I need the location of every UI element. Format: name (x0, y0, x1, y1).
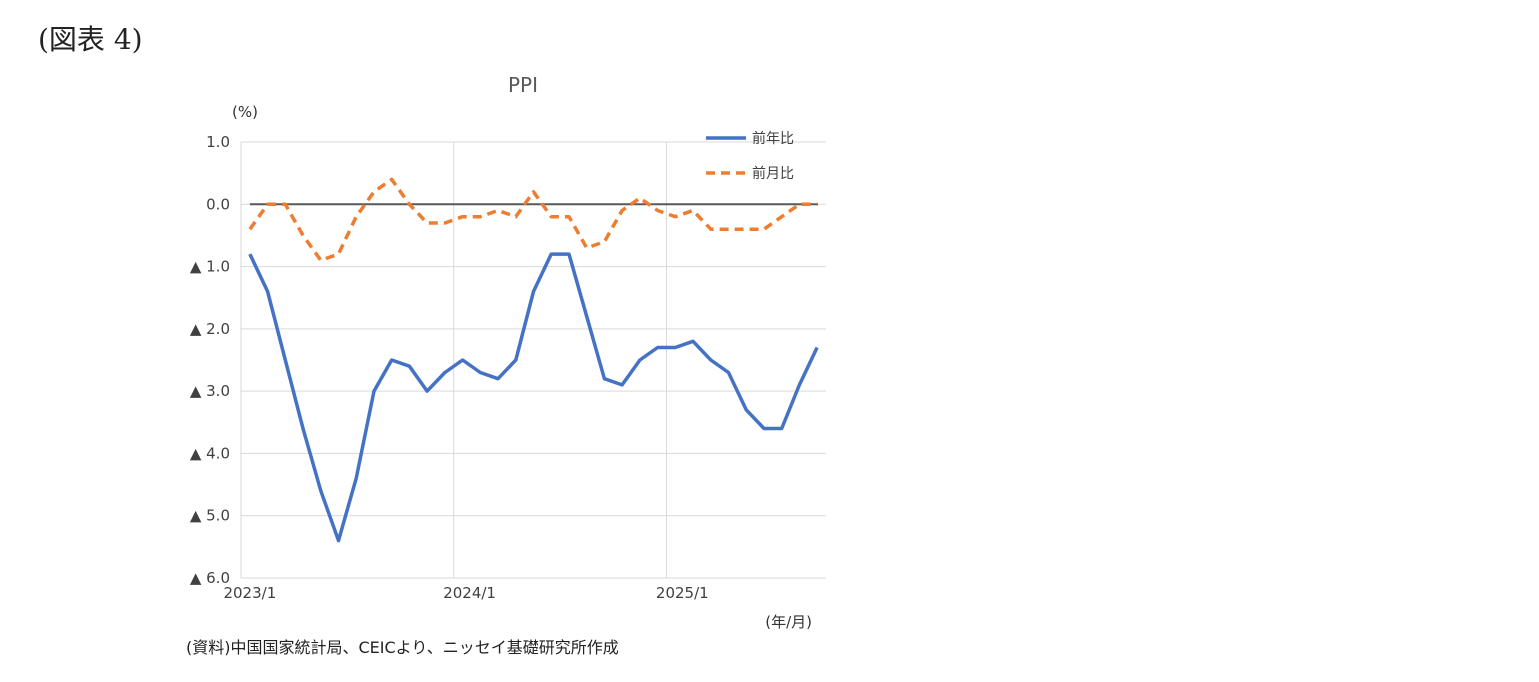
legend-label: 前年比 (752, 130, 794, 147)
x-tick-label: 2023/1 (223, 584, 276, 602)
source-note: (資料)中国国家統計局、CEICより、ニッセイ基礎研究所作成 (186, 638, 619, 657)
series-line-yoy (248, 252, 819, 543)
series-line-mom (248, 177, 818, 263)
y-tick-label: ▲ 3.0 (190, 382, 230, 400)
y-tick-label: 1.0 (206, 133, 230, 151)
figure-label: (図表 4) (38, 23, 143, 56)
y-tick-label: ▲ 2.0 (190, 320, 230, 338)
y-tick-label: ▲ 6.0 (190, 569, 230, 587)
x-tick-label: 2025/1 (656, 584, 709, 602)
y-tick-label: ▲ 4.0 (190, 444, 230, 462)
y-tick-label: 0.0 (206, 195, 230, 213)
legend-label: 前月比 (752, 165, 794, 182)
y-tick-label: ▲ 5.0 (190, 507, 230, 525)
y-axis-unit: (%) (232, 103, 258, 121)
x-axis-unit: (年/月) (765, 613, 812, 631)
chart-title: PPI (508, 73, 538, 97)
x-tick-label: 2024/1 (443, 584, 496, 602)
y-tick-label: ▲ 1.0 (190, 258, 230, 276)
